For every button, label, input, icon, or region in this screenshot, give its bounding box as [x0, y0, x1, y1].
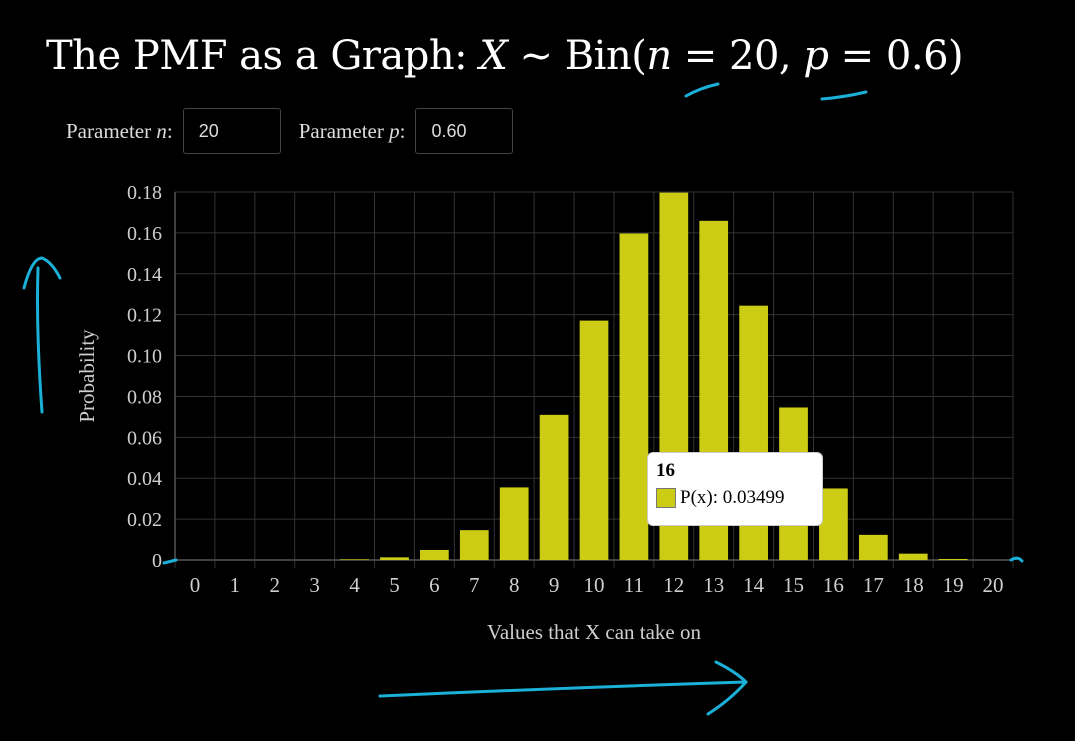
x-tick-label: 7 [469, 573, 480, 597]
title-p-equals: = 0.6) [828, 33, 964, 79]
y-tick-label: 0.06 [127, 427, 162, 449]
p-label-colon: : [399, 118, 406, 143]
x-tick-label: 13 [703, 573, 724, 597]
y-tick-label: 0.04 [127, 468, 162, 490]
x-tick-label: 8 [509, 573, 520, 597]
p-parameter-label: Parameter p: [299, 119, 406, 144]
p-label-symbol: p [389, 118, 400, 143]
x-tick-label: 0 [190, 573, 201, 597]
n-parameter-input[interactable]: 20 [182, 108, 281, 154]
x-tick-label: 16 [823, 573, 844, 597]
y-tick-label: 0.12 [127, 305, 162, 327]
bar-tooltip: 16 P(x): 0.03499 [647, 452, 823, 526]
y-tick-label: 0 [152, 550, 162, 572]
origin-mark-stroke [162, 558, 178, 565]
p-label-text: Parameter [298, 118, 390, 143]
x-tick-label: 4 [349, 573, 360, 597]
x-tick-label: 10 [584, 573, 605, 597]
y-tick-label: 0.14 [127, 264, 162, 286]
x-tick-label: 12 [663, 573, 684, 597]
bar-x-6 [420, 549, 449, 560]
x-tick-label: 5 [389, 573, 400, 597]
tooltip-row: P(x): 0.03499 [656, 484, 814, 512]
x-tick-label: 18 [903, 573, 924, 597]
end-mark-stroke [1009, 556, 1024, 563]
bar-x-9 [539, 414, 569, 560]
x-tick-label: 2 [270, 573, 281, 597]
n-label-colon: : [166, 118, 173, 143]
x-tick-label: 19 [943, 573, 964, 597]
bar-x-11 [619, 233, 649, 560]
x-tick-label: 11 [624, 573, 644, 597]
x-tick-label: 3 [309, 573, 320, 597]
x-tick-label: 17 [863, 573, 884, 597]
parameter-controls: Parameter n: 20 Parameter p: 0.60 [66, 106, 514, 156]
tooltip-color-swatch [656, 488, 676, 508]
bar-x-4 [340, 559, 369, 560]
n-parameter-label: Parameter n: [66, 119, 173, 144]
bar-x-17 [858, 534, 888, 560]
y-tick-label: 0.18 [127, 182, 162, 204]
title-p-symbol: p [803, 33, 829, 79]
n-label-symbol: n [156, 118, 167, 143]
underline-06-stroke [820, 90, 868, 101]
underline-20-stroke [684, 82, 720, 98]
n-label-text: Parameter [66, 118, 157, 143]
y-axis-label: Probability [75, 329, 99, 423]
x-tick-label: 1 [230, 573, 241, 597]
x-tick-label: 9 [549, 573, 560, 597]
title-n-symbol: n [646, 33, 672, 79]
bar-x-18 [898, 553, 928, 560]
p-parameter-input[interactable]: 0.60 [415, 108, 514, 154]
bar-x-10 [579, 320, 609, 560]
bar-x-8 [499, 487, 529, 560]
tooltip-value: P(x): 0.03499 [680, 487, 785, 508]
y-axis-arrow-stroke [22, 256, 62, 414]
title-distribution: Bin( [564, 33, 647, 79]
y-tick-label: 0.02 [127, 509, 162, 531]
x-axis-label: Values that X can take on [487, 620, 702, 644]
bar-x-19 [938, 558, 968, 560]
y-tick-label: 0.08 [127, 386, 162, 408]
bar-x-7 [459, 530, 489, 560]
title-tilde: ~ [507, 33, 565, 79]
title-variable: X [479, 33, 508, 79]
x-tick-label: 6 [429, 573, 440, 597]
bar-x-16 [819, 488, 848, 560]
x-axis-arrow-stroke [378, 660, 749, 716]
annotation-strokes [22, 82, 1024, 716]
title-n-equals: = 20, [671, 33, 804, 79]
y-tick-labels: 0 0.02 0.04 0.06 0.08 0.10 0.12 0.14 0.16 0.18 [127, 182, 162, 572]
page-title: The PMF as a Graph: X ~ Bin(n = 20, p = … [46, 28, 964, 84]
x-tick-label: 15 [783, 573, 804, 597]
y-tick-label: 0.16 [127, 223, 162, 245]
x-tick-label: 14 [743, 573, 765, 597]
title-prefix: The PMF as a Graph: [46, 33, 480, 79]
x-tick-labels: 0 1 2 3 4 5 6 7 8 9 10 11 12 13 14 15 16 17 18 19 20 [190, 573, 1004, 597]
tooltip-title: 16 [656, 460, 675, 481]
y-tick-label: 0.10 [127, 346, 162, 368]
bar-x-5 [380, 557, 409, 560]
x-tick-label: 20 [983, 573, 1004, 597]
